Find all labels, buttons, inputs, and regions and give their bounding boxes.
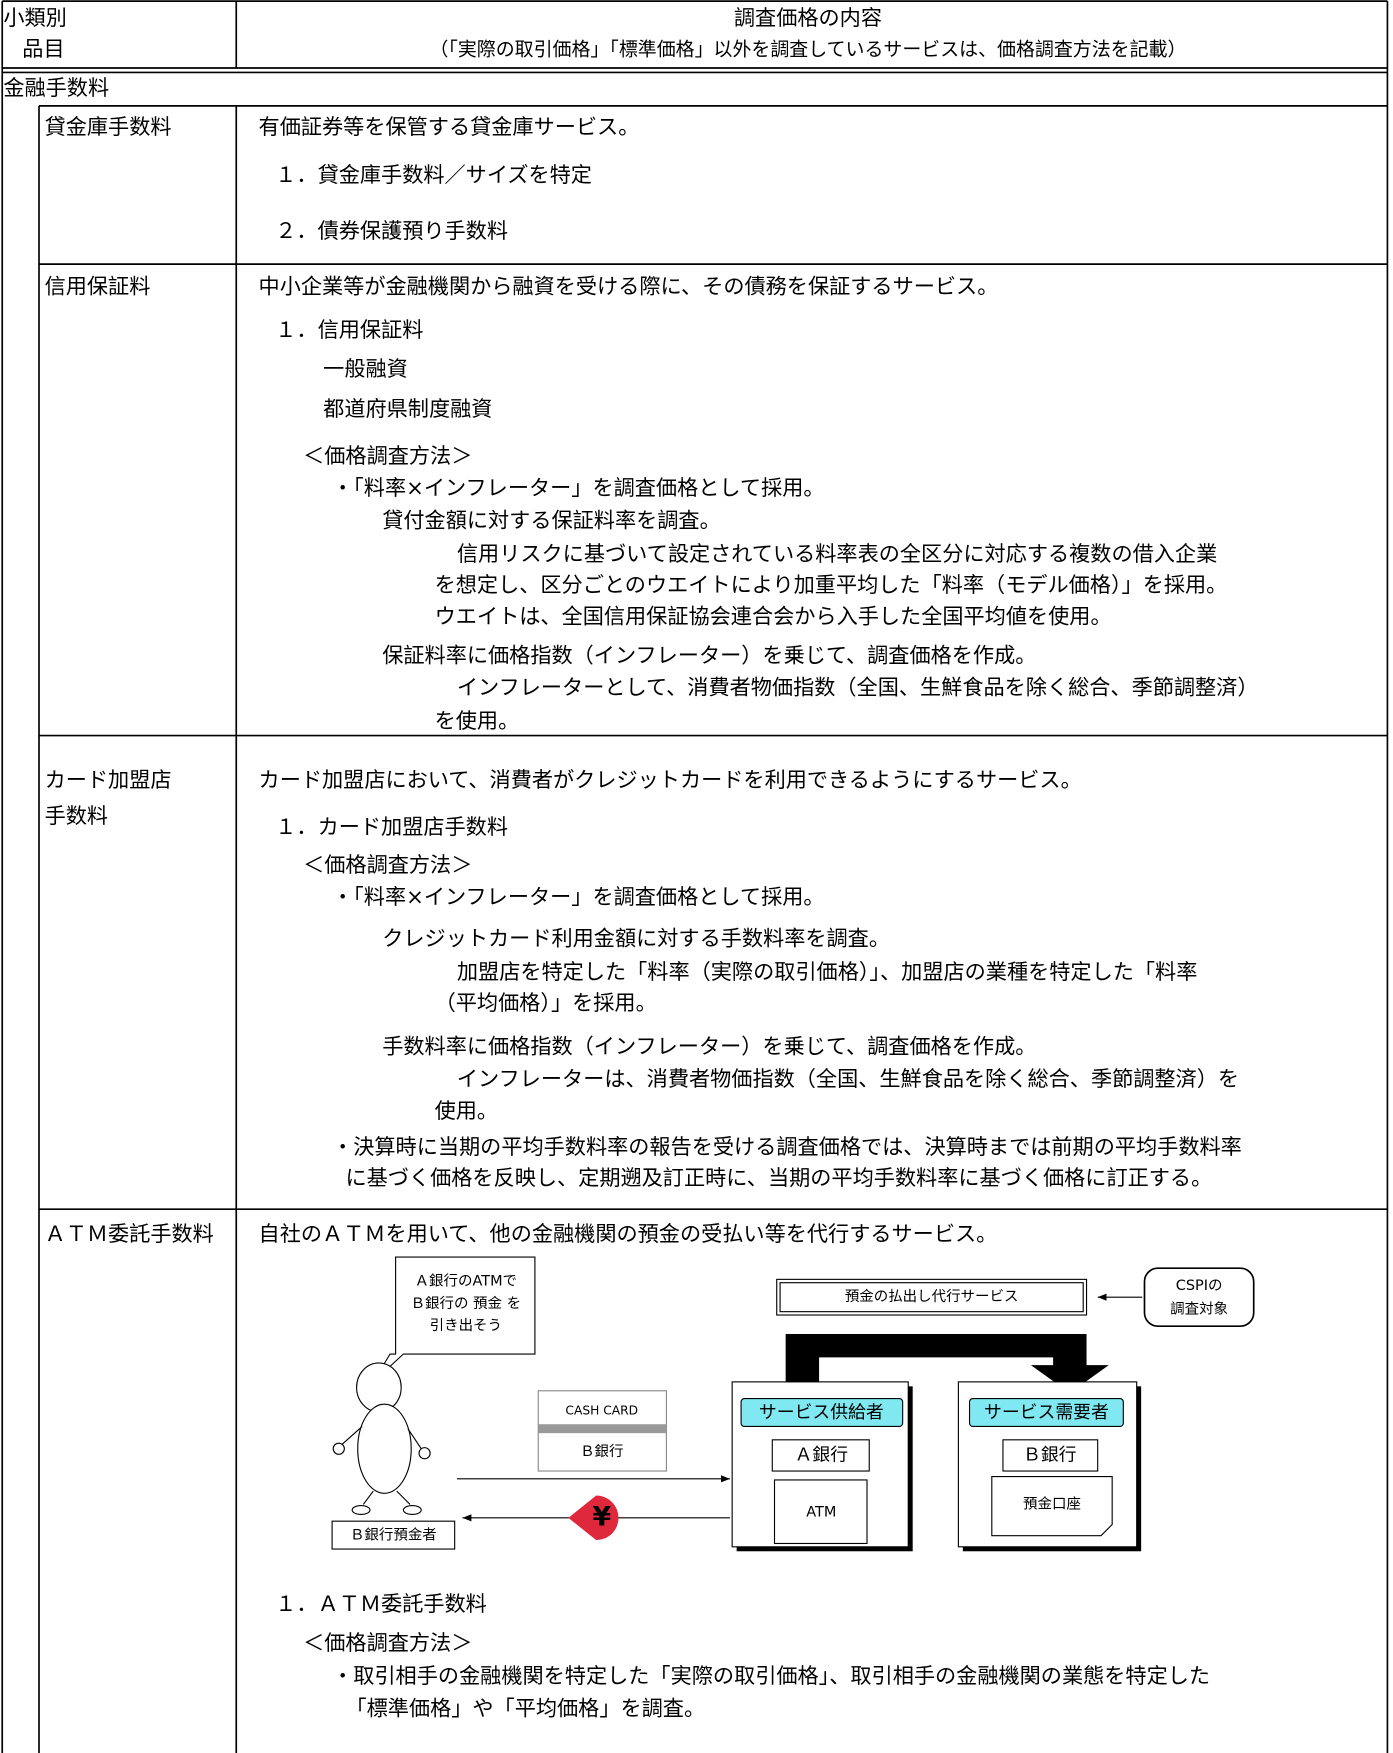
item-line: 「標準価格」や「平均価格」を調査。 <box>345 1696 705 1721</box>
item-line: １．ＡＴＭ委託手数料 <box>275 1591 487 1616</box>
person-hand <box>418 1447 431 1460</box>
diagram-label: 預金の払出し代行サービス <box>845 1288 1019 1305</box>
diagram-label: Ｂ銀行の 預金 を <box>411 1295 521 1312</box>
supplier-tag <box>740 1398 904 1428</box>
diagram-label: ATM <box>806 1504 836 1520</box>
item-line: １．信用保証料 <box>275 317 423 342</box>
service-box <box>779 1282 1084 1313</box>
yen-icon <box>568 1495 619 1541</box>
item-name: 手数料 <box>45 803 108 828</box>
person-foot <box>351 1505 371 1516</box>
diagram-label: Ｂ銀行預金者 <box>350 1527 437 1544</box>
header-note: （「実際の取引価格」「標準価格」以外を調査しているサービスは、価格調査方法を記載… <box>429 39 1186 61</box>
person-foot <box>402 1505 422 1516</box>
item-name: 貸金庫手数料 <box>45 114 172 139</box>
account-box <box>991 1476 1113 1537</box>
item-line: ２．債券保護預り手数料 <box>275 218 508 243</box>
diagram-label: サービス供給者 <box>759 1402 884 1423</box>
item-line: ウエイトは、全国信用保証協会連合会から入手した全国平均値を使用。 <box>435 603 1112 628</box>
header: 小類別 <box>3 5 66 30</box>
diagram-label: Ａ銀行 <box>795 1444 849 1465</box>
diagram-label: Ａ銀行のATMで <box>415 1273 517 1290</box>
item-line: を想定し、区分ごとのウエイトにより加重平均した「料率（モデル価格）」を採用。 <box>435 572 1228 597</box>
item-line: ・取引相手の金融機関を特定した「実際の取引価格」、取引相手の金融機関の業態を特定… <box>332 1663 1210 1688</box>
item-line: ＜価格調査方法＞ <box>303 852 472 877</box>
item-line: 都道府県制度融資 <box>323 396 492 421</box>
person-limbs <box>341 1426 422 1505</box>
header: 調査価格の内容 <box>734 5 882 30</box>
item-line: １．貸金庫手数料／サイズを特定 <box>275 162 592 187</box>
item-line: カード加盟店において、消費者がクレジットカードを利用できるようにするサービス。 <box>259 767 1082 792</box>
bank-box <box>1002 1439 1099 1472</box>
item-line: クレジットカード利用金額に対する手数料率を調査。 <box>382 925 890 950</box>
header: 品目 <box>22 36 64 61</box>
customer-box <box>331 1520 456 1550</box>
item-line: ・「料率×インフレーター」を調査価格として採用。 <box>332 884 824 909</box>
item-line: ・決算時に当期の平均手数料率の報告を受ける調査価格では、決算時までは前期の平均手… <box>332 1134 1242 1159</box>
item-line: インフレーターは、消費者物価指数（全国、生鮮食品を除く総合、季節調整済）を <box>457 1066 1239 1091</box>
item-line: に基づく価格を反映し、定期遡及訂正時に、当期の平均手数料率に基づく価格に訂正する… <box>345 1165 1212 1190</box>
item-line: 加盟店を特定した「料率（実際の取引価格）」、加盟店の業種を特定した「料率 <box>457 959 1197 984</box>
item-line: ＜価格調査方法＞ <box>303 1630 472 1655</box>
item-line: 使用。 <box>435 1098 498 1123</box>
card-stripe <box>538 1424 667 1434</box>
item-line: １．カード加盟店手数料 <box>275 814 508 839</box>
demander-tag <box>968 1398 1124 1428</box>
diagram-label: Ｂ銀行 <box>1023 1444 1077 1465</box>
item-line: 一般融資 <box>323 356 408 381</box>
item-name: ＡＴＭ委託手数料 <box>45 1221 214 1246</box>
item-line: 保証料率に価格指数（インフレーター）を乗じて、調査価格を作成。 <box>382 642 1036 667</box>
diagram-label: Ｂ銀行 <box>580 1443 623 1460</box>
diagram-label: CASH CARD <box>565 1403 638 1417</box>
diagram-label: ¥ <box>592 1501 611 1532</box>
item-line: 信用リスクに基づいて設定されている料率表の全区分に対応する複数の借入企業 <box>457 541 1217 566</box>
note-box <box>1143 1267 1255 1327</box>
item-line: 中小企業等が金融機関から融資を受ける際に、その債務を保証するサービス。 <box>259 274 999 299</box>
category: 金融手数料 <box>3 75 109 100</box>
bank-box <box>771 1439 870 1472</box>
item-name: 信用保証料 <box>45 274 151 299</box>
item-line: を使用。 <box>435 708 520 733</box>
item-line: 有価証券等を保管する貸金庫サービス。 <box>259 114 640 139</box>
diagram-label: サービス需要者 <box>984 1402 1109 1423</box>
person-body <box>357 1403 412 1494</box>
item-line: インフレーターとして、消費者物価指数（全国、生鮮食品を除く総合、季節調整済） <box>457 675 1259 700</box>
item-line: 貸付金額に対する保証料率を調査。 <box>382 508 721 533</box>
atm-box <box>773 1479 868 1545</box>
flow-arrow <box>785 1333 1109 1394</box>
diagram-label: 預金口座 <box>1023 1495 1081 1512</box>
item-line: （平均価格）」を採用。 <box>435 990 657 1015</box>
item-line: 自社のＡＴＭを用いて、他の金融機関の預金の受払い等を代行するサービス。 <box>259 1221 998 1246</box>
diagram-label: 調査対象 <box>1170 1300 1228 1317</box>
service-box <box>776 1278 1088 1316</box>
diagram-label: CSPIの <box>1176 1278 1223 1294</box>
diagram-label: 引き出そう <box>430 1317 502 1334</box>
item-line: ＜価格調査方法＞ <box>303 443 472 468</box>
item-name: カード加盟店 <box>45 767 172 792</box>
item-line: 手数料率に価格指数（インフレーター）を乗じて、調査価格を作成。 <box>382 1034 1036 1059</box>
item-line: ・「料率×インフレーター」を調査価格として採用。 <box>332 475 824 500</box>
person-hand <box>332 1442 345 1455</box>
